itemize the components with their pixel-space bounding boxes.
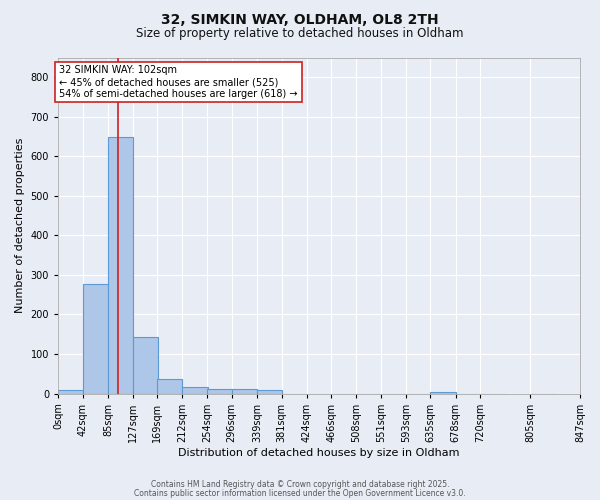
Bar <box>430 392 455 394</box>
Text: 32 SIMKIN WAY: 102sqm
← 45% of detached houses are smaller (525)
54% of semi-det: 32 SIMKIN WAY: 102sqm ← 45% of detached … <box>59 66 298 98</box>
Text: Contains public sector information licensed under the Open Government Licence v3: Contains public sector information licen… <box>134 488 466 498</box>
Bar <box>232 389 257 394</box>
Y-axis label: Number of detached properties: Number of detached properties <box>15 138 25 313</box>
Bar <box>157 380 182 394</box>
Text: 32, SIMKIN WAY, OLDHAM, OL8 2TH: 32, SIMKIN WAY, OLDHAM, OL8 2TH <box>161 12 439 26</box>
Bar <box>133 338 158 394</box>
X-axis label: Distribution of detached houses by size in Oldham: Distribution of detached houses by size … <box>178 448 460 458</box>
Bar <box>257 390 282 394</box>
Bar <box>83 284 108 394</box>
Bar <box>207 389 232 394</box>
Bar <box>182 387 208 394</box>
Text: Size of property relative to detached houses in Oldham: Size of property relative to detached ho… <box>136 28 464 40</box>
Text: Contains HM Land Registry data © Crown copyright and database right 2025.: Contains HM Land Registry data © Crown c… <box>151 480 449 489</box>
Bar <box>108 138 133 394</box>
Bar <box>58 390 83 394</box>
